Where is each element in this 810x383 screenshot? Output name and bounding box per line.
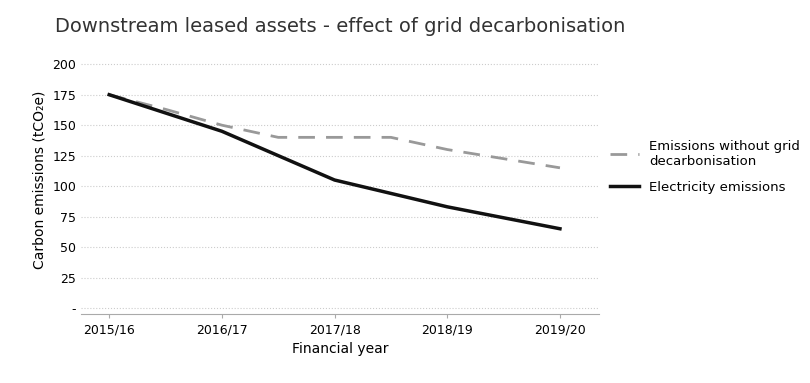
Line: Electricity emissions: Electricity emissions: [109, 95, 560, 229]
X-axis label: Financial year: Financial year: [292, 342, 389, 356]
Electricity emissions: [555, 226, 565, 231]
Emissions without grid
decarbonisation: [160, 107, 170, 111]
Legend: Emissions without grid
decarbonisation, Electricity emissions: Emissions without grid decarbonisation, …: [604, 134, 806, 199]
Electricity emissions: [330, 178, 339, 182]
Emissions without grid
decarbonisation: [442, 147, 452, 152]
Electricity emissions: [104, 92, 114, 97]
Emissions without grid
decarbonisation: [386, 135, 396, 140]
Y-axis label: Carbon emissions (tCO₂e): Carbon emissions (tCO₂e): [32, 91, 47, 269]
Emissions without grid
decarbonisation: [555, 165, 565, 170]
Title: Downstream leased assets - effect of grid decarbonisation: Downstream leased assets - effect of gri…: [55, 17, 625, 36]
Electricity emissions: [217, 129, 227, 134]
Emissions without grid
decarbonisation: [217, 123, 227, 128]
Electricity emissions: [442, 205, 452, 209]
Emissions without grid
decarbonisation: [273, 135, 283, 140]
Emissions without grid
decarbonisation: [330, 135, 339, 140]
Line: Emissions without grid
decarbonisation: Emissions without grid decarbonisation: [109, 95, 560, 168]
Emissions without grid
decarbonisation: [104, 92, 114, 97]
